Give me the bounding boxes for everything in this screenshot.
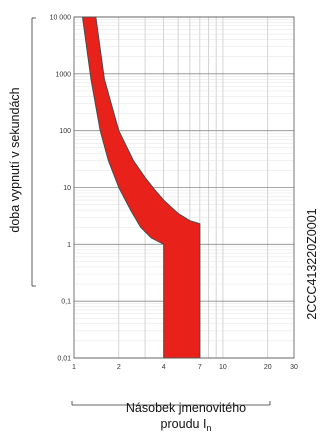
x-tick-label: 2 <box>117 364 121 371</box>
y-tick-label: 1000 <box>55 71 71 78</box>
x-tick-label: 30 <box>290 364 298 371</box>
y-axis-label: doba vypnutí v sekundách <box>8 87 22 232</box>
x-tick-labels: 1 2 4 7 10 20 30 <box>72 364 298 371</box>
x-axis-label-subscript: n <box>206 423 211 433</box>
plot-frame <box>73 16 295 359</box>
y-tick-label: 10 000 <box>50 15 72 22</box>
y-axis-bracket <box>31 17 36 287</box>
x-tick-label: 7 <box>198 364 202 371</box>
x-tick-label: 10 <box>219 364 227 371</box>
x-tick-label: 4 <box>162 364 166 371</box>
drawing-code: 2CCC413220Z0001 <box>305 208 319 319</box>
y-tick-label: 1 <box>67 242 71 249</box>
x-axis-label-line2: proudu In <box>161 417 212 433</box>
x-tick-label: 20 <box>264 364 272 371</box>
y-tick-label: 0,01 <box>57 356 71 363</box>
y-tick-label: 10 <box>63 185 71 192</box>
y-tick-label: 0,1 <box>61 299 71 306</box>
x-tick-label: 1 <box>72 364 76 371</box>
x-axis-bracket <box>71 401 271 406</box>
plot-border <box>73 16 295 359</box>
y-tick-label: 100 <box>59 128 71 135</box>
y-tick-labels: 0,01 0,1 1 10 100 1000 10 000 <box>50 15 72 363</box>
x-axis-label-line1: Násobek jmenovitého <box>126 401 246 415</box>
